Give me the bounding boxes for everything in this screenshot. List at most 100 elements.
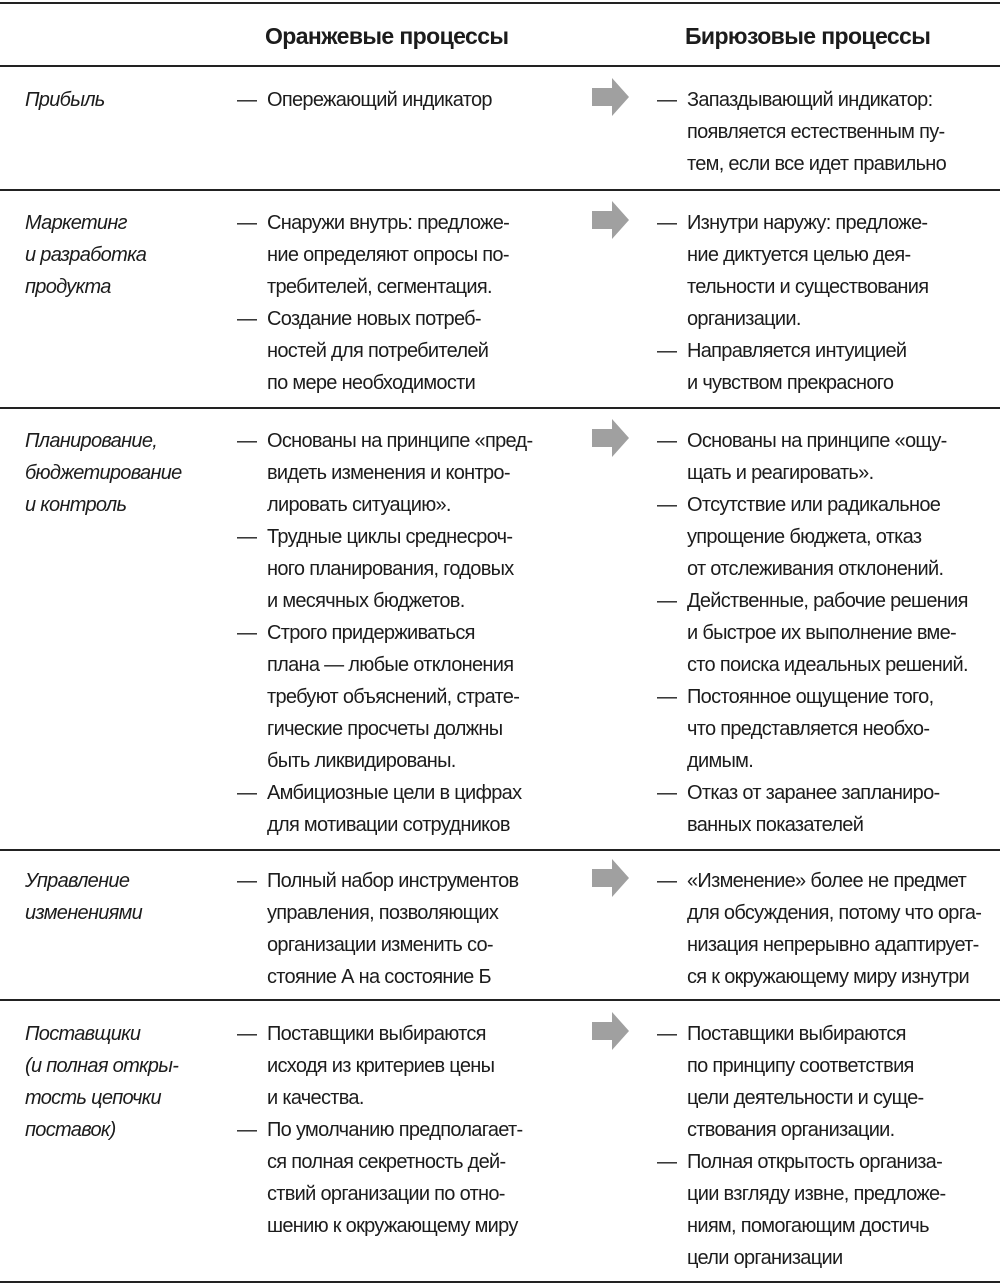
teal-list-item: — Поставщики выбираются по принципу соотве… xyxy=(657,1018,1000,1146)
dash-bullet: — xyxy=(657,494,677,516)
orange-column: — Полный набор инструментов управления, по… xyxy=(237,865,567,993)
text-line: Поставщики выбираются xyxy=(267,1023,486,1045)
orange-list-item: — Снаружи внутрь: предложе-ние определяют… xyxy=(237,207,567,303)
dash-bullet: — xyxy=(657,212,677,234)
text-line: ностей для потребителей xyxy=(267,340,489,362)
text-line: гические просчеты должны xyxy=(267,718,503,740)
text-line: Основаны на принципе «ощу- xyxy=(687,430,947,452)
text-line: организации. xyxy=(687,308,801,330)
teal-column: — Основаны на принципе «ощу-щать и реагир… xyxy=(657,425,1000,841)
dash-bullet: — xyxy=(657,870,677,892)
label-line: и разработка xyxy=(25,244,147,266)
table-top-rule xyxy=(0,2,1000,4)
header-rule xyxy=(0,65,1000,67)
text-line: Запаздывающий индикатор: xyxy=(687,89,933,111)
dash-bullet: — xyxy=(237,870,257,892)
row-label: Маркетинг и разработка продукта xyxy=(25,207,147,303)
orange-list-item: — Создание новых потреб-ностей для потреб… xyxy=(237,303,567,399)
text-line: цели организации xyxy=(687,1247,843,1269)
text-line: организации изменить со- xyxy=(267,934,494,956)
orange-list-item: — Строго придерживаться плана — любые откл… xyxy=(237,617,567,777)
orange-list-item: — Основаны на принципе «пред-видеть измен… xyxy=(237,425,567,521)
row-rule xyxy=(0,849,1000,851)
text-line: и месячных бюджетов. xyxy=(267,590,465,612)
orange-list-item: — Трудные циклы среднесроч-ного планирова… xyxy=(237,521,567,617)
text-line: ся полная секретность дей- xyxy=(267,1151,506,1173)
orange-column: — Основаны на принципе «пред-видеть измен… xyxy=(237,425,567,841)
teal-column: — Поставщики выбираются по принципу соотве… xyxy=(657,1018,1000,1274)
text-line: Направляется интуицией xyxy=(687,340,907,362)
text-line: появляется естественным пу- xyxy=(687,121,945,143)
teal-list-item: — Отсутствие или радикальное упрощение бюд… xyxy=(657,489,1000,585)
text-line: Амбициозные цели в цифрах xyxy=(267,782,522,804)
text-line: для мотивации сотрудников xyxy=(267,814,510,836)
text-line: требуют объяснений, страте- xyxy=(267,686,520,708)
teal-column: — Изнутри наружу: предложе-ние диктуется … xyxy=(657,207,1000,399)
text-line: стояние А на состояние Б xyxy=(267,966,492,988)
teal-column: — Запаздывающий индикатор: появляется есте… xyxy=(657,84,1000,180)
text-line: ствования организации. xyxy=(687,1119,895,1141)
column-header-orange: Оранжевые процессы xyxy=(265,23,509,49)
dash-bullet: — xyxy=(657,89,677,111)
text-line: димым. xyxy=(687,750,754,772)
dash-bullet: — xyxy=(237,430,257,452)
label-line: Маркетинг xyxy=(25,212,128,234)
row-rule xyxy=(0,189,1000,191)
text-line: от отслеживания отклонений. xyxy=(687,558,944,580)
text-line: и чувством прекрасного xyxy=(687,372,894,394)
text-line: Полная открытость организа- xyxy=(687,1151,943,1173)
label-line: бюджетирование xyxy=(25,462,182,484)
dash-bullet: — xyxy=(657,590,677,612)
dash-bullet: — xyxy=(657,686,677,708)
label-line: поставок) xyxy=(25,1119,116,1141)
teal-list-item: — Основаны на принципе «ощу-щать и реагир… xyxy=(657,425,1000,489)
text-line: что представляется необхо- xyxy=(687,718,930,740)
teal-list-item: — Отказ от заранее запланиро-ванных показ… xyxy=(657,777,1000,841)
column-header-teal: Бирюзовые процессы xyxy=(685,23,931,49)
label-line: Поставщики xyxy=(25,1023,141,1045)
text-line: Отсутствие или радикальное xyxy=(687,494,941,516)
text-line: Снаружи внутрь: предложе- xyxy=(267,212,510,234)
row-rule xyxy=(0,1281,1000,1283)
text-line: быть ликвидированы. xyxy=(267,750,456,772)
text-line: плана — любые отклонения xyxy=(267,654,514,676)
text-line: шению к окружающему миру xyxy=(267,1215,518,1237)
orange-list-item: — По умолчанию предполагает-ся полная сек… xyxy=(237,1114,567,1242)
dash-bullet: — xyxy=(237,1119,257,1141)
row-label: Планирование, бюджетирование и контроль xyxy=(25,425,182,521)
row-rule xyxy=(0,999,1000,1001)
dash-bullet: — xyxy=(237,622,257,644)
teal-list-item: — Изнутри наружу: предложе-ние диктуется … xyxy=(657,207,1000,335)
dash-bullet: — xyxy=(657,782,677,804)
teal-column: — «Изменение» более не предмет для обсужде… xyxy=(657,865,1000,993)
orange-column: — Поставщики выбираются исходя из критерие… xyxy=(237,1018,567,1242)
teal-list-item: — Постоянное ощущение того, что представля… xyxy=(657,681,1000,777)
text-line: ного планирования, годовых xyxy=(267,558,514,580)
text-line: по мере необходимости xyxy=(267,372,476,394)
row-label: Управление изменениями xyxy=(25,865,143,929)
text-line: лировать ситуацию». xyxy=(267,494,451,516)
text-line: управления, позволяющих xyxy=(267,902,499,924)
teal-list-item: — Полная открытость организа-ции взгляду … xyxy=(657,1146,1000,1274)
label-line: и контроль xyxy=(25,494,127,516)
text-line: Создание новых потреб- xyxy=(267,308,482,330)
teal-list-item: — «Изменение» более не предмет для обсужде… xyxy=(657,865,1000,993)
dash-bullet: — xyxy=(237,212,257,234)
text-line: Изнутри наружу: предложе- xyxy=(687,212,928,234)
text-line: Постоянное ощущение того, xyxy=(687,686,934,708)
row-label: Прибыль xyxy=(25,84,105,116)
text-line: Действенные, рабочие решения xyxy=(687,590,968,612)
text-line: и качества. xyxy=(267,1087,364,1109)
text-line: исходя из критериев цены xyxy=(267,1055,495,1077)
orange-list-item: — Поставщики выбираются исходя из критерие… xyxy=(237,1018,567,1114)
dash-bullet: — xyxy=(237,782,257,804)
text-line: требителей, сегментация. xyxy=(267,276,493,298)
arrow-right-icon xyxy=(592,1012,629,1050)
orange-column: — Опережающий индикатор xyxy=(237,84,567,116)
label-line: продукта xyxy=(25,276,111,298)
orange-list-item: — Полный набор инструментов управления, по… xyxy=(237,865,567,993)
text-line: низация непрерывно адаптирует- xyxy=(687,934,979,956)
arrow-right-icon xyxy=(592,78,629,116)
text-line: Строго придерживаться xyxy=(267,622,475,644)
dash-bullet: — xyxy=(657,1023,677,1045)
